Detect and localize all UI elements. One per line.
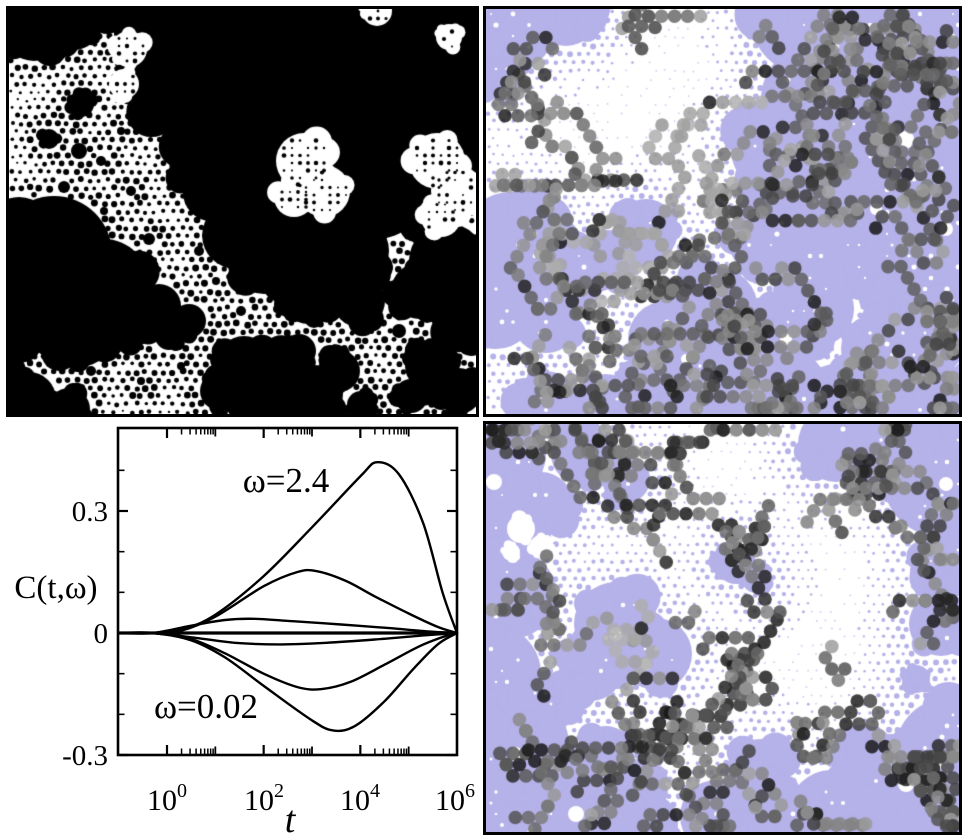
x-tick-label-1e6: 106 xyxy=(435,780,475,817)
c-t-omega-chart: C(t,ω) 0.3 0 -0.3 100 102 104 106 t ω=2.… xyxy=(14,426,475,839)
annotation-omega-low: ω=0.02 xyxy=(154,687,258,726)
curve-omega-mid-pos-2 xyxy=(117,568,459,635)
curve-omega-0.02 xyxy=(117,631,459,733)
y-tick-label-neg03: -0.3 xyxy=(62,740,108,772)
x-tick-label-1e2: 102 xyxy=(244,780,284,817)
chart-frame-and-curves xyxy=(116,426,459,757)
snapshot-panel-bottom-right xyxy=(483,421,962,835)
snapshot-panel-top-left xyxy=(6,6,479,417)
snapshot-canvas-overlay-coarse xyxy=(486,9,959,414)
x-tick-label-1e0: 100 xyxy=(147,780,187,817)
curve-omega-small-pos xyxy=(117,617,459,635)
curve-omega-mid-neg xyxy=(117,631,459,691)
snapshot-canvas-overlay-late xyxy=(486,424,959,832)
x-tick-label-1e4: 104 xyxy=(340,780,380,817)
x-axis-label: t xyxy=(285,799,297,839)
y-axis-label: C(t,ω) xyxy=(14,570,97,606)
y-tick-label-pos03: 0.3 xyxy=(72,496,108,528)
snapshot-canvas-monochrome xyxy=(9,9,476,414)
correlation-chart-quadrant: C(t,ω) 0.3 0 -0.3 100 102 104 106 t ω=2.… xyxy=(0,420,480,839)
annotation-omega-high: ω=2.4 xyxy=(243,461,330,500)
y-tick-label-zero: 0 xyxy=(94,618,109,650)
snapshot-panel-top-right xyxy=(483,6,962,417)
plot-frame xyxy=(116,426,459,757)
